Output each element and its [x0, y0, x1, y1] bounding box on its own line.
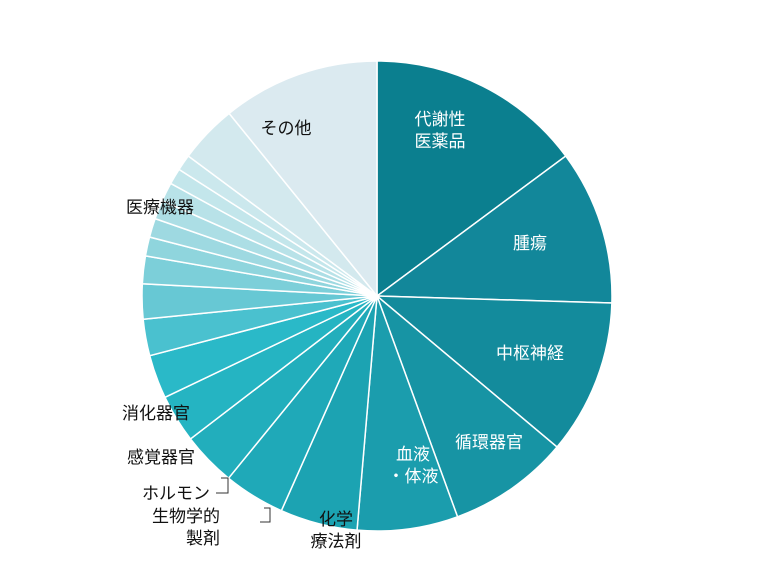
slice-label-21: その他 [261, 119, 312, 139]
leader-hormone [216, 477, 229, 494]
slice-1 [376, 60, 567, 298]
leader-biological [260, 507, 271, 523]
slice-label-10: 消化器官 [122, 404, 190, 424]
slice-label-8: ホルモン [142, 484, 210, 504]
slice-label-9: 感覚器官 [127, 448, 195, 468]
slice-label-6: 化学療法剤 [311, 510, 362, 552]
slice-2 [374, 154, 613, 304]
slice-label-4: 循環器官 [455, 433, 523, 453]
slice-3 [374, 295, 613, 449]
slice-label-2: 腫瘍 [513, 234, 547, 254]
slice-21 [228, 60, 378, 299]
leader-lines [216, 477, 271, 523]
slice-label-5: 血液・体液 [388, 445, 439, 487]
slice-4 [375, 293, 559, 518]
slice-label-7: 生物学的製剤 [152, 507, 220, 549]
slice-label-3: 中枢神経 [496, 344, 564, 364]
slice-label-20: 医療機器 [126, 198, 194, 218]
pie-slices [141, 60, 613, 532]
slice-label-1: 代謝性医薬品 [415, 110, 466, 152]
